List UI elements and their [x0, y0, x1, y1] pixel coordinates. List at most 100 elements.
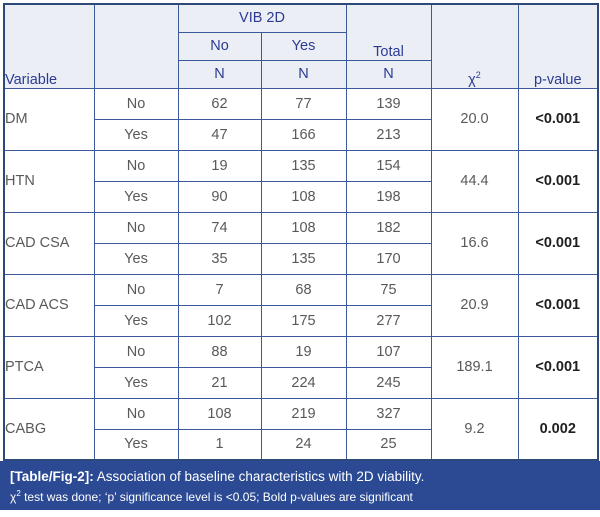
chi2-cell: 16.6: [430, 211, 519, 275]
col-header-n-total: N: [345, 59, 432, 89]
count-cell: 213: [345, 118, 432, 151]
table-caption: [Table/Fig-2]: Association of baseline ch…: [0, 461, 600, 510]
table-row: Yes 35 135 170: [4, 242, 598, 275]
variable-cell: HTN: [3, 149, 95, 213]
footnote-chi-superscript: 2: [16, 489, 21, 498]
subcategory-no-cell: No: [93, 87, 179, 120]
subcategory-no-cell: No: [93, 149, 179, 182]
col-header-no: No: [177, 31, 262, 61]
pvalue-cell: <0.001: [517, 273, 599, 337]
count-cell: 245: [345, 366, 432, 399]
subcategory-no-cell: No: [93, 397, 179, 430]
caption-footnote: χ2 test was done; ‘p’ significance level…: [10, 486, 590, 505]
caption-title-line: [Table/Fig-2]: Association of baseline ch…: [10, 467, 590, 486]
pvalue-cell: <0.001: [517, 87, 599, 151]
col-header-chi2: χ2: [430, 3, 519, 89]
variable-cell: CABG: [3, 397, 95, 461]
count-cell: 90: [177, 180, 262, 213]
table-body: DM No 62 77 139 20.0 <0.001 Yes 47 166 2…: [3, 87, 599, 461]
association-table: Variable VIB 2D Total χ2 p-value No Yes …: [3, 3, 599, 461]
variable-cell: DM: [3, 87, 95, 151]
subcategory-yes-cell: Yes: [93, 180, 179, 213]
count-cell: 170: [345, 242, 432, 275]
table-row: Yes 21 224 245: [4, 366, 598, 399]
col-header-n-no: N: [177, 59, 262, 89]
count-cell: 74: [177, 211, 262, 244]
count-cell: 107: [345, 335, 432, 368]
count-cell: 88: [177, 335, 262, 368]
count-cell: 19: [177, 149, 262, 182]
variable-cell: PTCA: [3, 335, 95, 399]
subcategory-yes-cell: Yes: [93, 428, 179, 461]
count-cell: 102: [177, 304, 262, 337]
table-row: Yes 1 24 25: [4, 428, 598, 461]
count-cell: 108: [260, 211, 347, 244]
header-row-n: N N N: [4, 59, 598, 89]
count-cell: 77: [260, 87, 347, 120]
table-row: HTN No 19 135 154 44.4 <0.001: [3, 149, 599, 213]
chi2-cell: 20.0: [430, 87, 519, 151]
chi2-cell: 44.4: [430, 149, 519, 213]
footnote-chi-symbol: χ: [10, 490, 17, 504]
pvalue-cell: 0.002: [517, 397, 599, 461]
count-cell: 7: [177, 273, 262, 306]
subcategory-yes-cell: Yes: [93, 366, 179, 399]
count-cell: 24: [260, 428, 347, 461]
footnote-text: test was done; ‘p’ significance level is…: [20, 490, 413, 504]
count-cell: 108: [260, 180, 347, 213]
count-cell: 21: [177, 366, 262, 399]
chi2-cell: 189.1: [430, 335, 519, 399]
chi2-cell: 20.9: [430, 273, 519, 337]
col-header-vib2d: VIB 2D: [177, 3, 347, 33]
count-cell: 224: [260, 366, 347, 399]
table-row: Yes 90 108 198: [4, 180, 598, 213]
table-row: CAD ACS No 7 68 75 20.9 <0.001: [3, 273, 599, 337]
chi-superscript: 2: [475, 69, 481, 80]
pvalue-cell: <0.001: [517, 335, 599, 399]
col-header-n-yes: N: [260, 59, 347, 89]
count-cell: 35: [177, 242, 262, 275]
chi-symbol: χ: [468, 71, 476, 88]
count-cell: 198: [345, 180, 432, 213]
count-cell: 135: [260, 149, 347, 182]
header-row-group: Variable VIB 2D Total χ2 p-value: [3, 3, 599, 89]
subcategory-no-cell: No: [93, 273, 179, 306]
col-header-subcategory: [93, 3, 179, 89]
count-cell: 277: [345, 304, 432, 337]
pvalue-cell: <0.001: [517, 211, 599, 275]
col-header-variable: Variable: [3, 3, 95, 89]
col-header-total: Total: [345, 3, 432, 61]
table-container: Variable VIB 2D Total χ2 p-value No Yes …: [3, 3, 599, 461]
count-cell: 166: [260, 118, 347, 151]
count-cell: 327: [345, 397, 432, 430]
variable-cell: CAD ACS: [3, 273, 95, 337]
subcategory-yes-cell: Yes: [93, 242, 179, 275]
table-row: Yes 47 166 213: [4, 118, 598, 151]
caption-title: Association of baseline characteristics …: [96, 469, 425, 484]
subcategory-no-cell: No: [93, 335, 179, 368]
subcategory-no-cell: No: [93, 211, 179, 244]
count-cell: 47: [177, 118, 262, 151]
count-cell: 108: [177, 397, 262, 430]
count-cell: 154: [345, 149, 432, 182]
header-row-no-yes: No Yes: [4, 31, 598, 61]
table-header: Variable VIB 2D Total χ2 p-value No Yes …: [3, 3, 599, 89]
chi2-cell: 9.2: [430, 397, 519, 461]
count-cell: 19: [260, 335, 347, 368]
variable-cell: CAD CSA: [3, 211, 95, 275]
count-cell: 75: [345, 273, 432, 306]
subcategory-yes-cell: Yes: [93, 304, 179, 337]
count-cell: 219: [260, 397, 347, 430]
count-cell: 68: [260, 273, 347, 306]
count-cell: 175: [260, 304, 347, 337]
col-header-yes: Yes: [260, 31, 347, 61]
col-header-pvalue: p-value: [517, 3, 599, 89]
subcategory-yes-cell: Yes: [93, 118, 179, 151]
pvalue-cell: <0.001: [517, 149, 599, 213]
table-row: PTCA No 88 19 107 189.1 <0.001: [3, 335, 599, 399]
caption-tag: [Table/Fig-2]:: [10, 469, 94, 484]
count-cell: 139: [345, 87, 432, 120]
count-cell: 1: [177, 428, 262, 461]
table-row: DM No 62 77 139 20.0 <0.001: [3, 87, 599, 151]
